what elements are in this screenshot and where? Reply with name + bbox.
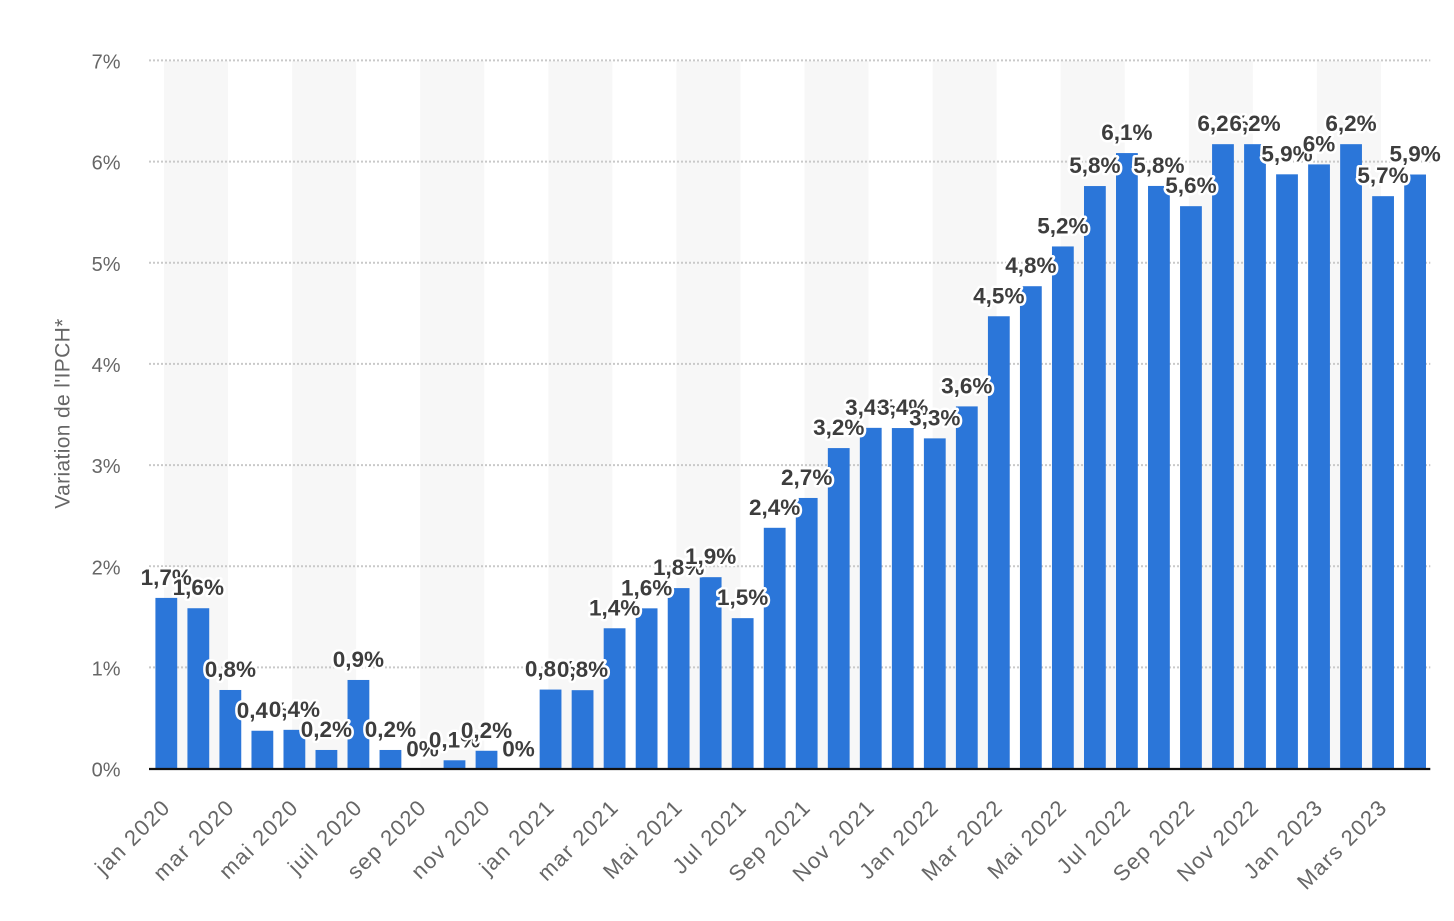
svg-text:0%: 0% [406, 737, 439, 762]
svg-text:6%: 6% [92, 153, 121, 175]
svg-text:0,2%: 0,2% [461, 718, 512, 743]
svg-text:5,9%: 5,9% [1389, 142, 1440, 167]
svg-text:4,5%: 4,5% [973, 283, 1024, 308]
svg-text:2%: 2% [92, 557, 121, 579]
svg-text:5,9%: 5,9% [1261, 141, 1312, 166]
svg-text:2,7%: 2,7% [781, 465, 832, 490]
svg-text:0,2%: 0,2% [365, 717, 416, 742]
svg-text:6,2%: 6,2% [1197, 111, 1248, 136]
svg-text:1,7%: 1,7% [141, 565, 192, 590]
svg-text:5%: 5% [92, 254, 121, 276]
svg-text:4%: 4% [92, 355, 121, 377]
svg-text:1%: 1% [92, 658, 121, 680]
svg-text:3,6%: 3,6% [941, 373, 992, 398]
svg-text:6,1%: 6,1% [1101, 120, 1152, 145]
svg-text:6,2%: 6,2% [1229, 111, 1280, 136]
svg-text:0%: 0% [92, 760, 121, 782]
svg-text:0,4%: 0,4% [237, 698, 288, 723]
svg-text:1,5%: 1,5% [717, 585, 768, 610]
svg-text:6,2%: 6,2% [1325, 111, 1376, 136]
svg-text:0,4%: 0,4% [269, 697, 320, 722]
svg-text:5,2%: 5,2% [1037, 213, 1088, 238]
svg-text:5,8%: 5,8% [1069, 153, 1120, 178]
svg-text:0,8%: 0,8% [205, 657, 256, 682]
svg-text:0,8%: 0,8% [557, 657, 608, 682]
svg-text:5,6%: 5,6% [1165, 173, 1216, 198]
svg-text:0%: 0% [502, 737, 535, 762]
svg-text:0,8%: 0,8% [525, 657, 576, 682]
svg-text:5,7%: 5,7% [1357, 163, 1408, 188]
svg-text:0,9%: 0,9% [333, 647, 384, 672]
svg-text:6%: 6% [1303, 131, 1336, 156]
svg-text:4,8%: 4,8% [1005, 253, 1056, 278]
svg-text:1,8%: 1,8% [653, 555, 704, 580]
svg-text:3,2%: 3,2% [813, 415, 864, 440]
svg-text:1,9%: 1,9% [685, 544, 736, 569]
svg-text:3,4%: 3,4% [845, 395, 896, 420]
svg-text:5,8%: 5,8% [1133, 153, 1184, 178]
svg-text:0,2%: 0,2% [301, 717, 352, 742]
svg-text:0,1%: 0,1% [429, 727, 480, 752]
svg-text:1,6%: 1,6% [621, 575, 672, 600]
svg-text:3,4%: 3,4% [877, 395, 928, 420]
svg-text:1,4%: 1,4% [589, 595, 640, 620]
svg-text:1,6%: 1,6% [173, 575, 224, 600]
svg-text:7%: 7% [92, 51, 121, 73]
svg-text:3%: 3% [92, 456, 121, 478]
svg-text:2,4%: 2,4% [749, 495, 800, 520]
svg-text:3,3%: 3,3% [909, 405, 960, 430]
svg-text:Variation de l'IPCH*: Variation de l'IPCH* [52, 318, 75, 508]
